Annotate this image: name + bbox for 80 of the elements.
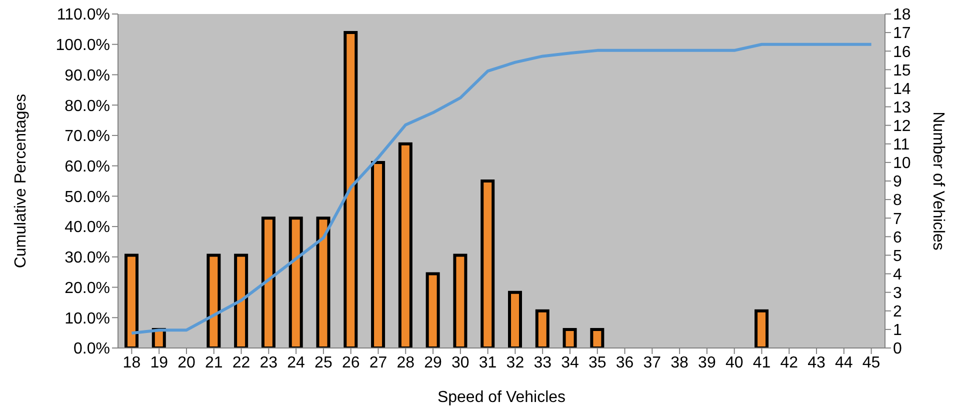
x-tick-label: 21 [204,354,223,372]
bar [234,254,248,348]
x-tick-label: 45 [862,354,880,372]
y2-tick-label: 2 [893,304,902,321]
y-tick-label: 50.0% [64,188,110,206]
y-tick-label: 40.0% [64,219,110,236]
x-tick-label: 32 [506,354,524,372]
y2-tick-label: 4 [893,266,902,284]
x-tick-label: 26 [342,354,360,372]
x-tick-label: 43 [808,354,826,372]
bar [508,290,522,348]
bar [316,216,330,348]
y-tick-label: 80.0% [64,98,110,115]
x-tick-label: 34 [561,354,579,372]
x-tick-label: 18 [122,354,141,372]
y-tick-label: 30.0% [64,250,110,267]
y2-tick-label: 1 [893,322,902,340]
bar [206,254,221,348]
y-tick-label: 110.0% [56,6,110,24]
y2-tick-label: 6 [893,229,902,246]
y-tick-label: 0.0% [74,340,110,358]
bar [398,142,412,348]
bar [754,309,769,348]
y-axis-title: Cumulative Percentages [12,94,30,268]
y2-tick-label: 7 [893,210,902,228]
y2-tick-label: 8 [893,192,902,210]
x-axis-title: Speed of Vehicles [437,389,566,406]
bar [371,160,386,348]
y2-tick-label: 15 [893,62,911,80]
x-tick-label: 23 [260,354,278,372]
y2-tick-label: 11 [893,136,910,154]
x-tick-label: 22 [232,354,250,372]
x-tick-label: 35 [588,354,606,372]
bar [453,254,468,348]
y2-tick-label: 12 [893,118,911,136]
y2-tick-label: 10 [893,155,911,172]
x-tick-label: 40 [725,354,744,372]
x-tick-label: 37 [643,354,662,372]
y2-tick-label: 16 [893,44,911,61]
y-tick-label: 70.0% [64,128,110,146]
y2-tick-label: 14 [893,80,911,98]
bar [426,272,440,348]
y-tick-label: 90.0% [64,67,110,84]
x-tick-label: 42 [780,354,798,372]
x-tick-label: 20 [178,354,196,372]
x-tick-label: 36 [616,354,634,372]
bar [535,309,550,348]
x-tick-label: 25 [314,354,332,372]
y-tick-label: 10.0% [64,310,110,328]
y-tick-label: 20.0% [64,280,110,297]
y2-tick-label: 3 [893,285,902,302]
y-tick-label: 60.0% [64,158,110,176]
x-tick-label: 29 [424,354,442,372]
x-tick-label: 24 [287,354,306,372]
bar [124,254,138,348]
x-tick-label: 41 [752,354,771,372]
bar [344,31,358,348]
y2-tick-label: 5 [893,248,902,265]
line-series [130,42,873,335]
x-tick-label: 27 [369,354,388,372]
y2-axis-title: Number of Vehicles [929,112,946,250]
bar [590,328,604,348]
x-tick-label: 44 [835,354,853,372]
x-tick-label: 31 [478,354,497,372]
bar [480,180,495,348]
x-tick-label: 28 [396,354,415,372]
bar [288,216,303,348]
bar [261,216,276,348]
y2-tick-label: 9 [893,174,902,191]
bar [562,328,577,348]
x-tick-label: 38 [670,354,689,372]
y2-tick-label: 17 [893,25,911,42]
y-tick-label: 100.0% [56,37,110,54]
y2-tick-label: 18 [893,6,911,24]
x-tick-label: 30 [452,354,470,372]
x-tick-label: 33 [534,354,552,372]
x-tick-label: 39 [698,354,716,372]
x-tick-label: 19 [150,354,168,372]
y2-tick-label: 0 [893,340,902,358]
y2-tick-label: 13 [893,99,911,116]
